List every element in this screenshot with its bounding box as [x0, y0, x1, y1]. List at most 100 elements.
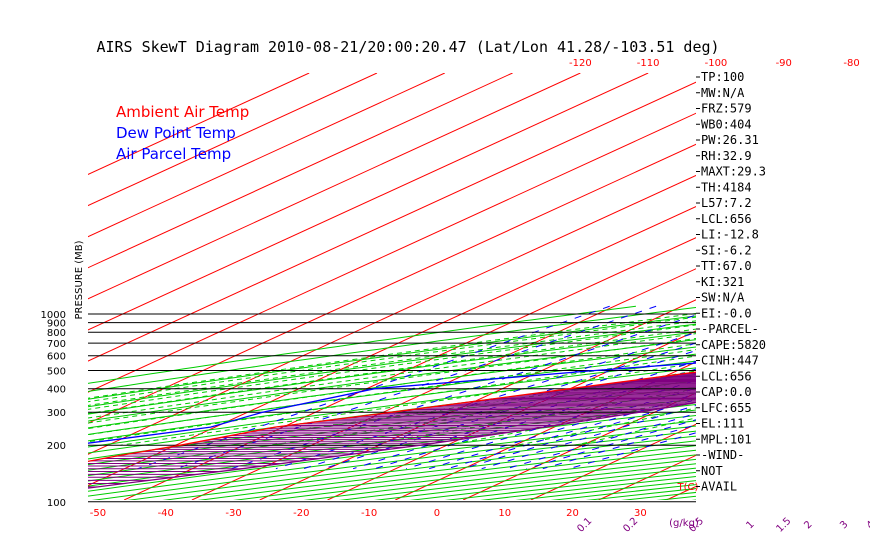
dry-adiabat-line [88, 398, 696, 477]
temp-bottom-tick-label: -30 [225, 508, 241, 519]
isotherm-line [666, 485, 696, 500]
dry-adiabat-line [88, 380, 696, 460]
dry-adiabat-line [88, 409, 696, 487]
index-label: MAXT:29.3 [701, 165, 766, 179]
temp-unit-label: T(C) [677, 482, 699, 493]
dry-adiabat-line [88, 315, 696, 400]
index-label: EI:-0.0 [701, 306, 752, 320]
dry-adiabat-line [88, 360, 696, 442]
index-label: TH:4184 [701, 180, 752, 194]
pressure-tick-label: 300 [47, 408, 66, 419]
isotherm-line [88, 73, 513, 269]
moist-adiabat-line [88, 333, 696, 419]
legend-entry: Dew Point Temp [116, 124, 236, 142]
temp-top-tick-label: -90 [776, 58, 792, 69]
y-axis-label: PRESSURE (MB) [74, 240, 85, 319]
moist-adiabat-line [88, 337, 696, 424]
temp-top-tick-label: -110 [637, 58, 660, 69]
index-label: CAP:0.0 [701, 385, 752, 399]
pressure-tick-label: 100 [47, 498, 66, 509]
dry-adiabat-line [88, 339, 696, 422]
mixing-ratio-tick-label: 3 [838, 519, 850, 531]
moist-adiabat-line [88, 312, 696, 399]
series-line-0 [88, 371, 696, 463]
temp-top-tick-label: -100 [705, 58, 728, 69]
index-label: -WIND- [701, 448, 744, 462]
legend-entry: Ambient Air Temp [116, 103, 249, 121]
mixing-ratio-line [231, 314, 696, 470]
isotherm-line [88, 81, 696, 362]
index-label: LCL:656 [701, 369, 752, 383]
moist-adiabat-line [88, 355, 696, 443]
temp-top-tick-label: -80 [843, 58, 859, 69]
isotherm-line [88, 112, 696, 393]
index-label: SI:-6.2 [701, 243, 752, 257]
pressure-tick-label: 200 [47, 441, 66, 452]
mixing-ratio-tick-label: 2 [802, 519, 814, 531]
isotherm-line [88, 174, 696, 455]
index-label: TP:100 [701, 70, 744, 84]
index-label: AVAIL [701, 480, 737, 494]
index-label: LI:-12.8 [701, 228, 759, 242]
temp-bottom-tick-label: -50 [90, 508, 106, 519]
isotherm-line [88, 143, 696, 424]
isotherm-line [88, 73, 378, 207]
dry-adiabat-line [88, 346, 696, 429]
dry-adiabat-line [88, 392, 696, 471]
temp-bottom-tick-label: -40 [158, 508, 174, 519]
pressure-tick-label: 1000 [41, 310, 66, 321]
series-line-1 [88, 362, 696, 444]
index-label: CAPE:5820 [701, 338, 766, 352]
index-label: WB0:404 [701, 117, 752, 131]
index-label: PW:26.31 [701, 133, 759, 147]
temp-bottom-tick-label: 10 [498, 508, 511, 519]
isotherm-line [88, 206, 696, 487]
chart-title: AIRS SkewT Diagram 2010-08-21/20:00:20.4… [96, 38, 719, 56]
index-label: RH:32.9 [701, 149, 752, 163]
temp-bottom-tick-label: 30 [634, 508, 647, 519]
isotherm-line [88, 73, 310, 175]
index-label: KI:321 [701, 275, 744, 289]
temp-bottom-tick-label: -20 [293, 508, 309, 519]
isotherm-line [395, 361, 696, 500]
series-line-2 [88, 401, 696, 489]
temp-top-tick-label: -120 [569, 58, 592, 69]
dry-adiabat-line [88, 386, 696, 466]
mixing-ratio-line [506, 412, 696, 470]
dry-adiabat-line [88, 331, 696, 415]
index-label: MW:N/A [701, 86, 745, 100]
mixing-ratio-tick-label: 4 [865, 519, 870, 531]
index-label: SW:N/A [701, 291, 745, 305]
index-label: NOT [701, 464, 723, 478]
mixing-ratio-unit-label: (g/kg) [669, 518, 699, 529]
temp-bottom-tick-label: 0 [434, 508, 440, 519]
moist-adiabat-line [88, 324, 696, 410]
mixing-ratio-line [568, 432, 696, 470]
dry-adiabat-line [88, 323, 696, 408]
pressure-tick-label: 600 [47, 352, 66, 363]
pressure-tick-label: 900 [47, 319, 66, 330]
index-label: FRZ:579 [701, 102, 752, 116]
legend-entry: Air Parcel Temp [116, 145, 231, 163]
index-label: LCL:656 [701, 212, 752, 226]
mixing-ratio-tick-label: 1.5 [774, 516, 793, 535]
temp-bottom-tick-label: -10 [361, 508, 377, 519]
index-label: -PARCEL- [701, 322, 759, 336]
mixing-ratio-line [447, 393, 696, 470]
isotherm-line [462, 392, 696, 500]
isotherm-line [802, 73, 870, 500]
index-label: TT:67.0 [701, 259, 752, 273]
isotherm-line [88, 73, 649, 331]
isotherm-line [88, 73, 581, 300]
sounding-curves [88, 362, 696, 489]
moist-adiabat-line [88, 343, 696, 430]
mixing-ratio-line [429, 387, 696, 470]
isotherm-line [530, 423, 696, 500]
temp-bottom-tick-label: 20 [566, 508, 579, 519]
pressure-tick-label: 700 [47, 339, 66, 350]
pressure-tick-label: 500 [47, 367, 66, 378]
mixing-ratio-tick-label: 1 [744, 519, 756, 531]
